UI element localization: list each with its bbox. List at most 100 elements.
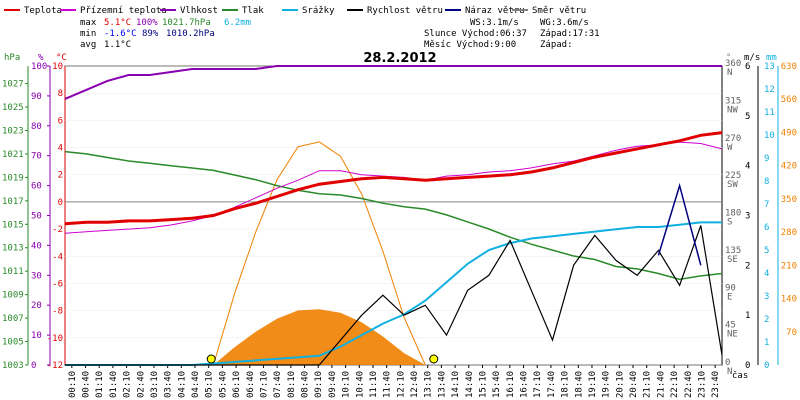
plot-area <box>64 65 723 366</box>
ms-tick-label: 3 <box>745 212 750 222</box>
stat-max-label: max <box>80 18 97 28</box>
ms-tick-label: 6 <box>745 62 750 72</box>
x-tick-label: 14:10 <box>451 371 461 398</box>
pct-tick-label: 20 <box>31 301 42 311</box>
mm-tick-label: 10 <box>764 131 775 141</box>
mm-tick-label: 4 <box>764 269 769 279</box>
mm-tick-label: 8 <box>764 177 769 187</box>
x-tick-label: 11:40 <box>383 371 393 398</box>
x-tick-label: 18:10 <box>561 371 571 398</box>
hpa-tick-label: 1007 <box>2 314 24 324</box>
deg-tick-dir: W <box>727 143 733 153</box>
x-tick-label: 08:10 <box>287 371 297 398</box>
x-tick-label: 20:10 <box>615 371 625 398</box>
hpa-tick-label: 1017 <box>2 197 24 207</box>
solar-tick-label: 350 <box>781 195 797 205</box>
mm-tick-label: 0 <box>764 361 769 371</box>
x-tick-label: 07:40 <box>273 371 283 398</box>
deg-tick-value: 45 <box>725 321 736 331</box>
legend-label: Směr větru <box>532 6 586 16</box>
ms-tick-label: 4 <box>745 162 750 172</box>
hpa-tick-label: 1019 <box>2 173 24 183</box>
mm-tick-label: 6 <box>764 223 769 233</box>
deg-tick-dir: N <box>727 367 732 377</box>
x-tick-label: 03:10 <box>150 371 160 398</box>
deg-tick-dir: NE <box>727 330 738 340</box>
pct-tick-label: 60 <box>31 182 42 192</box>
x-tick-label: 09:40 <box>328 371 338 398</box>
deg-tick-dir: SW <box>727 180 738 190</box>
x-tick-label: 23:40 <box>711 371 721 398</box>
x-tick-label: 01:10 <box>95 371 105 398</box>
x-tick-label: 12:40 <box>410 371 420 398</box>
x-tick-label: 16:40 <box>520 371 530 398</box>
x-unit-label: čas <box>732 370 748 381</box>
hpa-tick-label: 1011 <box>2 267 24 277</box>
temp-tick-label: 6 <box>58 116 63 126</box>
rain-line <box>65 221 722 366</box>
x-tick-label: 23:10 <box>697 371 707 398</box>
temp-tick-label: -10 <box>47 334 63 344</box>
x-tick-label: 06:10 <box>232 371 242 398</box>
solar-curve <box>212 141 426 366</box>
x-tick-label: 04:10 <box>177 371 187 398</box>
x-tick-label: 05:40 <box>218 371 228 398</box>
x-tick-label: 17:10 <box>533 371 543 398</box>
temp-tick-label: -12 <box>47 361 63 371</box>
x-tick-label: 19:40 <box>602 371 612 398</box>
legend-label: Vlhkost <box>180 6 218 16</box>
mm-tick-label: 2 <box>764 315 769 325</box>
solar-tick-label: 70 <box>786 328 797 338</box>
x-tick-label: 22:40 <box>684 371 694 398</box>
mm-tick-label: 7 <box>764 200 769 210</box>
x-tick-label: 20:40 <box>629 371 639 398</box>
x-tick-label: 08:40 <box>301 371 311 398</box>
deg-axis-label: ° <box>726 53 731 63</box>
pct-tick-label: 30 <box>31 271 42 281</box>
ms-tick-label: 5 <box>745 112 750 122</box>
x-tick-label: 09:10 <box>314 371 324 398</box>
pct-tick-label: 50 <box>31 212 42 222</box>
temp-tick-label: 0 <box>58 198 63 208</box>
hpa-tick-label: 1025 <box>2 103 24 113</box>
temp-tick-label: 4 <box>58 144 63 154</box>
x-tick-label: 15:40 <box>492 371 502 398</box>
solar-tick-label: 280 <box>781 228 797 238</box>
hpa-tick-label: 1021 <box>2 150 24 160</box>
deg-tick-dir: E <box>727 292 732 302</box>
deg-tick-value: 315 <box>725 96 741 106</box>
solar-tick-label: 560 <box>781 95 797 105</box>
mm-tick-label: 5 <box>764 246 769 256</box>
x-tick-label: 10:10 <box>342 371 352 398</box>
mm-axis-label: mm <box>766 53 777 63</box>
stat-min-hum: 89% <box>142 29 159 39</box>
pct-tick-label: 0 <box>31 361 36 371</box>
x-tick-label: 04:40 <box>191 371 201 398</box>
legend-label: Tlak <box>242 6 264 16</box>
plot-frame <box>64 65 723 366</box>
mm-tick-label: 9 <box>764 154 769 164</box>
x-tick-label: 13:40 <box>437 371 447 398</box>
x-tick-label: 18:40 <box>574 371 584 398</box>
x-tick-label: 19:10 <box>588 371 598 398</box>
x-tick-label: 16:10 <box>506 371 516 398</box>
humidity-line <box>64 65 722 100</box>
ms-axis-label: m/s <box>744 53 760 63</box>
x-tick-label: 15:10 <box>478 371 488 398</box>
stat-min-label: min <box>80 29 96 39</box>
stat-wg: WG:3.6m/s <box>540 18 589 28</box>
deg-tick-dir: S <box>727 218 732 228</box>
x-tick-label: 00:40 <box>82 371 92 398</box>
mm-tick-label: 13 <box>764 62 775 72</box>
pct-tick-label: 70 <box>31 152 42 162</box>
pct-axis-label: % <box>38 53 44 63</box>
hpa-tick-label: 1027 <box>2 80 24 90</box>
x-tick-label: 01:40 <box>109 371 119 398</box>
legend-label: Teplota <box>24 6 62 16</box>
stat-min-press: 1010.2hPa <box>166 29 215 39</box>
hpa-tick-label: 1009 <box>2 291 24 301</box>
solar-tick-label: 210 <box>781 261 797 271</box>
temperature-line <box>64 131 723 226</box>
deg-tick-dir: N <box>727 68 732 78</box>
